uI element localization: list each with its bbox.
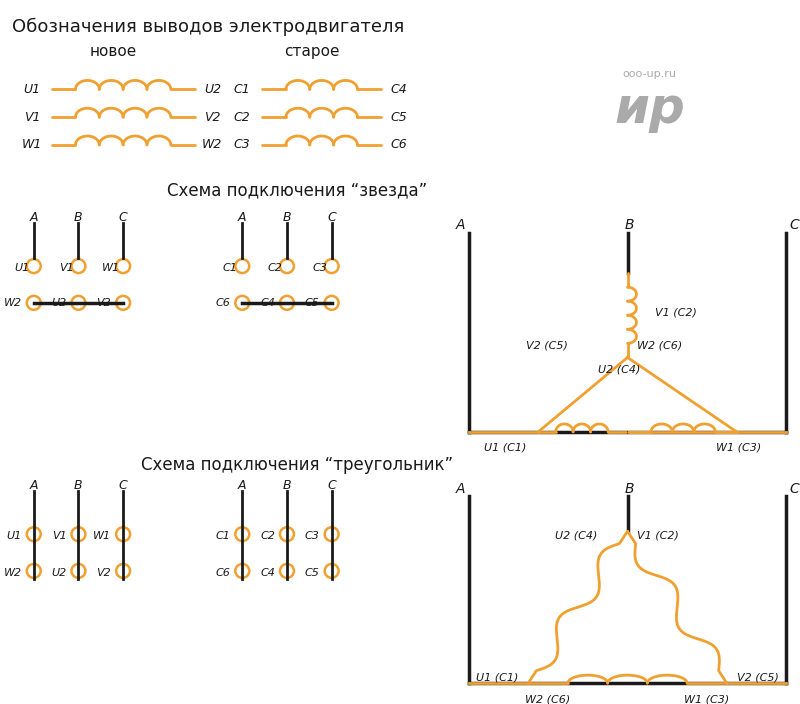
Text: U1: U1: [6, 531, 22, 541]
Text: C: C: [327, 479, 336, 492]
Text: V2 (C5): V2 (C5): [526, 341, 568, 351]
Text: C2: C2: [260, 531, 275, 541]
Text: V2: V2: [97, 298, 111, 308]
Text: C3: C3: [305, 531, 320, 541]
Text: U2 (C4): U2 (C4): [555, 530, 598, 540]
Text: V1 (C2): V1 (C2): [638, 530, 679, 540]
Text: V1: V1: [23, 111, 40, 124]
Text: Схема подключения “звезда”: Схема подключения “звезда”: [166, 182, 427, 200]
Text: U1: U1: [23, 83, 40, 96]
Text: C5: C5: [305, 298, 320, 308]
Text: W1 (C3): W1 (C3): [716, 443, 762, 453]
Text: C: C: [118, 211, 127, 224]
Text: U1: U1: [14, 263, 30, 273]
Text: U1 (C1): U1 (C1): [476, 672, 518, 682]
Text: B: B: [74, 479, 82, 492]
Text: C6: C6: [215, 298, 230, 308]
Text: U1 (C1): U1 (C1): [483, 443, 526, 453]
Text: C3: C3: [312, 263, 327, 273]
Text: старое: старое: [284, 44, 339, 59]
Text: A: A: [30, 479, 38, 492]
Text: A: A: [456, 218, 466, 232]
Text: W1 (C3): W1 (C3): [684, 694, 730, 704]
Text: B: B: [74, 211, 82, 224]
Text: C4: C4: [260, 568, 275, 578]
Text: C5: C5: [305, 568, 320, 578]
Text: B: B: [282, 479, 291, 492]
Text: U2 (C4): U2 (C4): [598, 365, 640, 375]
Text: C: C: [118, 479, 127, 492]
Text: ooo-up.ru: ooo-up.ru: [622, 70, 676, 80]
Text: C6: C6: [390, 139, 407, 151]
Text: C: C: [790, 218, 799, 232]
Text: V1: V1: [52, 531, 66, 541]
Text: A: A: [238, 211, 246, 224]
Text: C1: C1: [223, 263, 238, 273]
Text: U2: U2: [51, 298, 66, 308]
Text: C2: C2: [234, 111, 250, 124]
Text: C2: C2: [267, 263, 282, 273]
Text: C4: C4: [260, 298, 275, 308]
Text: C1: C1: [234, 83, 250, 96]
Text: W2: W2: [202, 139, 222, 151]
Text: C5: C5: [390, 111, 407, 124]
Text: A: A: [238, 479, 246, 492]
Text: W2: W2: [4, 568, 22, 578]
Text: A: A: [456, 482, 466, 496]
Text: C: C: [327, 211, 336, 224]
Text: W1: W1: [22, 139, 42, 151]
Text: U2: U2: [51, 568, 66, 578]
Text: V2 (C5): V2 (C5): [737, 672, 778, 682]
Text: W2: W2: [4, 298, 22, 308]
Text: V1 (C2): V1 (C2): [655, 308, 697, 318]
Text: V2: V2: [97, 568, 111, 578]
Text: A: A: [30, 211, 38, 224]
Text: C6: C6: [215, 568, 230, 578]
Text: C4: C4: [390, 83, 407, 96]
Text: U2: U2: [204, 83, 221, 96]
Text: W1: W1: [102, 263, 120, 273]
Text: C: C: [790, 482, 799, 496]
Text: B: B: [625, 482, 634, 496]
Text: W2 (C6): W2 (C6): [638, 341, 682, 351]
Text: C3: C3: [234, 139, 250, 151]
Text: новое: новое: [90, 44, 137, 59]
Text: V1: V1: [59, 263, 74, 273]
Text: B: B: [282, 211, 291, 224]
Text: ир: ир: [614, 85, 685, 133]
Text: W1: W1: [93, 531, 111, 541]
Text: B: B: [625, 218, 634, 232]
Text: Схема подключения “треугольник”: Схема подключения “треугольник”: [141, 455, 453, 474]
Text: W2 (C6): W2 (C6): [526, 694, 570, 704]
Text: C1: C1: [215, 531, 230, 541]
Text: Обозначения выводов электродвигателя: Обозначения выводов электродвигателя: [12, 18, 404, 36]
Text: V2: V2: [204, 111, 221, 124]
